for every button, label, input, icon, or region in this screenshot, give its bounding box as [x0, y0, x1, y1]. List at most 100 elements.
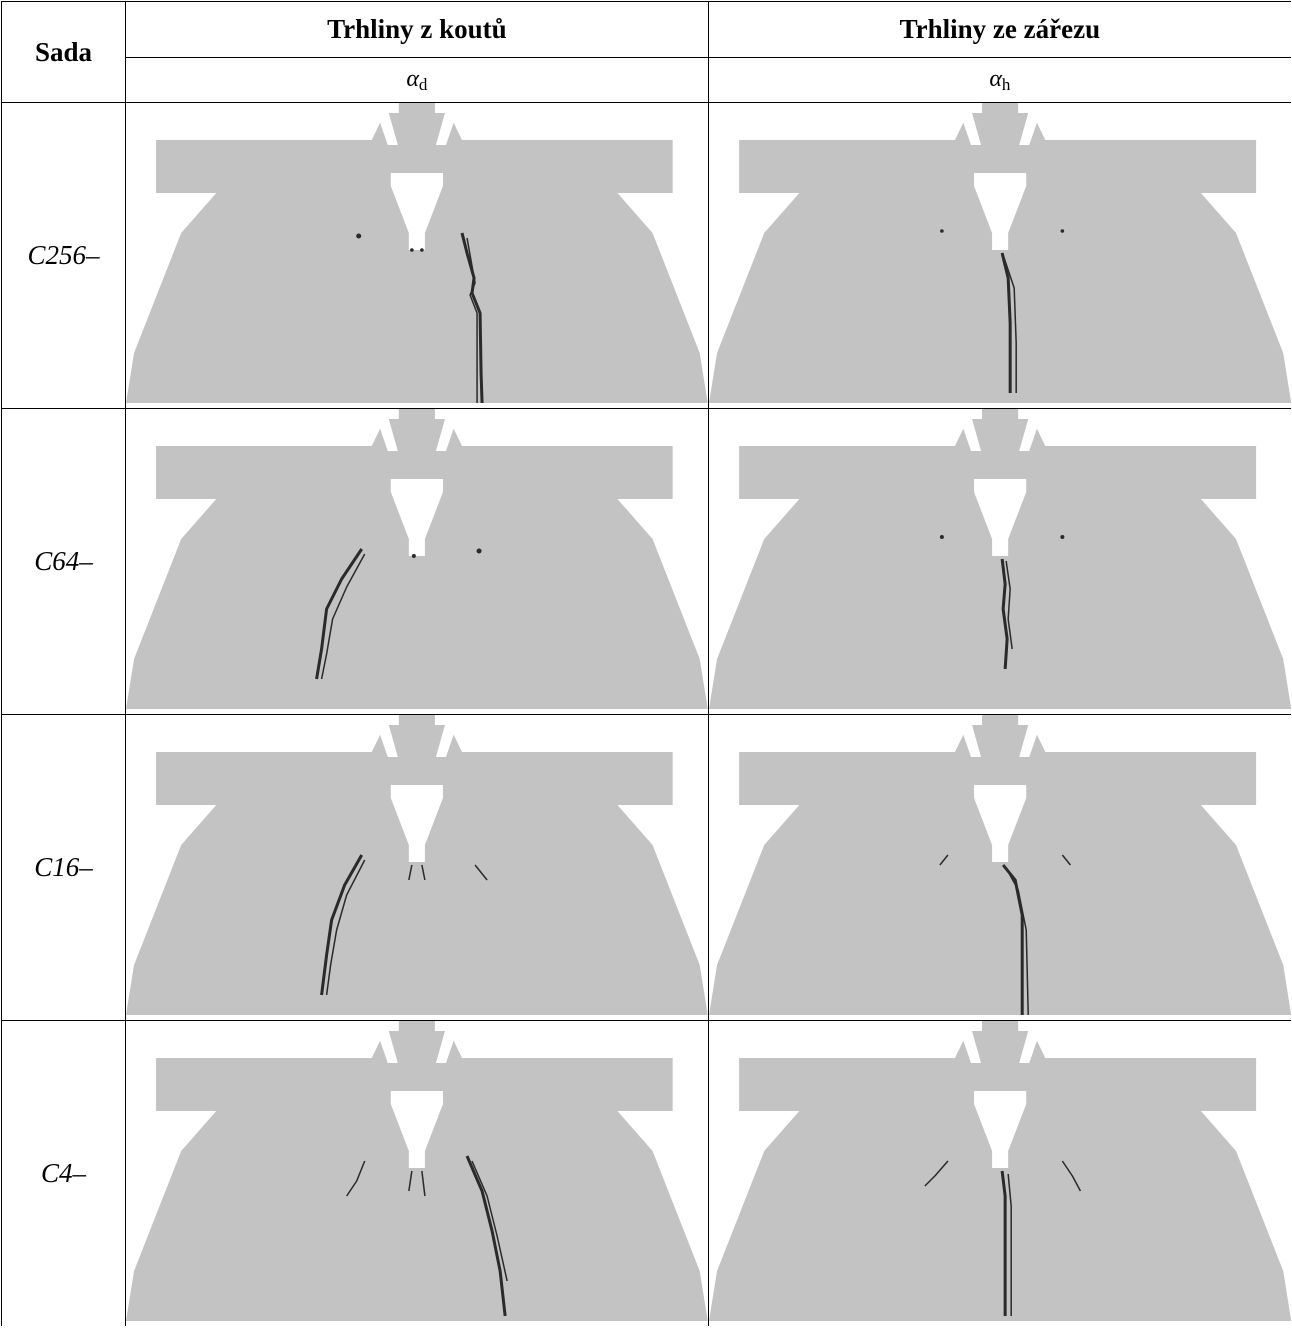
- crack-figure-corners-c4: [125, 1020, 709, 1326]
- v-notch-cutout: [390, 479, 443, 556]
- symbol-alpha-d: αd: [125, 57, 709, 103]
- crack-trace: [1000, 1170, 1007, 1316]
- notch-gap-left: [376, 113, 398, 145]
- symbol-alpha-d-sub: d: [418, 74, 428, 94]
- v-notch-cutout: [973, 173, 1026, 250]
- table-row: C4–: [1, 1020, 1291, 1326]
- notch-gap-right: [435, 1031, 457, 1063]
- notch-gap-right: [435, 419, 457, 451]
- crack-trace: [408, 1170, 413, 1192]
- crack-trace: [421, 864, 426, 881]
- crack-trace: [465, 1155, 507, 1317]
- specimen-svg: [708, 1021, 1291, 1321]
- v-notch-cutout: [390, 785, 443, 862]
- crack-figure-notch-c64: [707, 408, 1291, 715]
- notch-gap-right: [435, 113, 457, 145]
- specimen-svg: [708, 409, 1291, 709]
- crack-trace: [460, 232, 484, 404]
- symbol-alpha-h: αh: [707, 57, 1291, 103]
- crack-trace: [320, 553, 366, 680]
- v-notch-cutout: [973, 1091, 1026, 1168]
- header-row-2: αd αh: [2, 57, 1291, 103]
- crack-trace: [1000, 252, 1012, 393]
- specimen-svg: [126, 103, 708, 404]
- notch-gap-left: [959, 419, 981, 451]
- crack-figure-corners-c256: [125, 102, 709, 409]
- specimen-body: [708, 103, 1291, 403]
- crack-trace: [408, 864, 413, 881]
- specimen-body: [708, 409, 1291, 709]
- v-notch-cutout: [973, 785, 1026, 862]
- crack-trace: [1061, 854, 1071, 866]
- crack-trace: [1001, 864, 1024, 1015]
- crack-dot: [1060, 535, 1065, 539]
- crack-dot: [410, 248, 414, 252]
- notch-gap-right: [1018, 419, 1041, 451]
- crack-trace: [1000, 558, 1009, 670]
- group-header-corners: Trhliny z koutů: [125, 1, 709, 58]
- crack-figure-corners-c64: [125, 408, 709, 715]
- v-notch-cutout: [390, 1091, 443, 1168]
- crack-trace: [1003, 257, 1017, 393]
- crack-dot: [939, 535, 944, 539]
- symbol-alpha-d-base: α: [406, 65, 419, 92]
- crack-trace: [1007, 1173, 1012, 1316]
- specimen-body: [708, 715, 1291, 1015]
- row-label: C16–: [1, 714, 126, 1021]
- sada-header: Sada: [1, 1, 126, 103]
- specimen-svg: [126, 715, 708, 1015]
- notch-gap-left: [376, 725, 398, 757]
- crack-trace: [1061, 1160, 1081, 1192]
- notch-gap-right: [1018, 113, 1041, 145]
- crack-figure-notch-c4: [707, 1020, 1291, 1326]
- crack-trace: [346, 1160, 366, 1197]
- notch-gap-left: [959, 113, 981, 145]
- table-row: C256–: [1, 102, 1291, 409]
- specimen-svg: [126, 409, 708, 709]
- crack-dot: [939, 229, 944, 233]
- specimen-body: [126, 715, 708, 1015]
- header-row-1: Sada Trhliny z koutů Trhliny ze zářezu: [1, 1, 1291, 103]
- table-row: C16–: [1, 714, 1291, 1021]
- specimen-body: [126, 103, 708, 403]
- crack-dot: [1060, 229, 1064, 233]
- specimen-body: [126, 1021, 708, 1321]
- crack-figure-notch-c16: [707, 714, 1291, 1021]
- table-row: C64–: [1, 408, 1291, 715]
- crack-trace: [1005, 867, 1029, 1016]
- crack-trace: [471, 1160, 508, 1282]
- specimen-body: [126, 409, 708, 709]
- v-notch-cutout: [973, 479, 1026, 556]
- symbol-alpha-h-base: α: [989, 65, 1002, 92]
- v-notch-cutout: [390, 173, 443, 250]
- notch-gap-right: [1018, 725, 1041, 757]
- crack-trace: [315, 548, 363, 680]
- specimen-svg: [708, 715, 1291, 1016]
- notch-gap-left: [376, 419, 398, 451]
- crack-trace: [421, 1170, 426, 1197]
- notch-gap-left: [959, 725, 981, 757]
- notch-gap-right: [435, 725, 457, 757]
- crack-figure-notch-c256: [707, 102, 1291, 409]
- specimen-svg: [126, 1021, 708, 1321]
- crack-trace: [924, 1160, 949, 1187]
- crack-trace: [466, 237, 478, 403]
- notch-gap-right: [1018, 1031, 1041, 1063]
- notch-gap-left: [959, 1031, 981, 1063]
- row-label: C64–: [1, 408, 126, 715]
- row-label: C4–: [1, 1020, 126, 1326]
- crack-trace: [1005, 560, 1013, 650]
- crack-trace: [320, 854, 364, 996]
- row-label: C256–: [1, 102, 126, 409]
- symbol-alpha-h-sub: h: [1001, 74, 1011, 94]
- crack-dot: [356, 233, 362, 239]
- notch-gap-left: [376, 1031, 398, 1063]
- crack-trace: [325, 859, 366, 996]
- crack-figure-corners-c16: [125, 714, 709, 1021]
- crack-trace: [939, 854, 949, 866]
- crack-dot: [420, 248, 424, 252]
- specimen-svg: [708, 103, 1291, 403]
- group-header-notch: Trhliny ze zářezu: [707, 1, 1291, 58]
- crack-dot: [411, 554, 416, 558]
